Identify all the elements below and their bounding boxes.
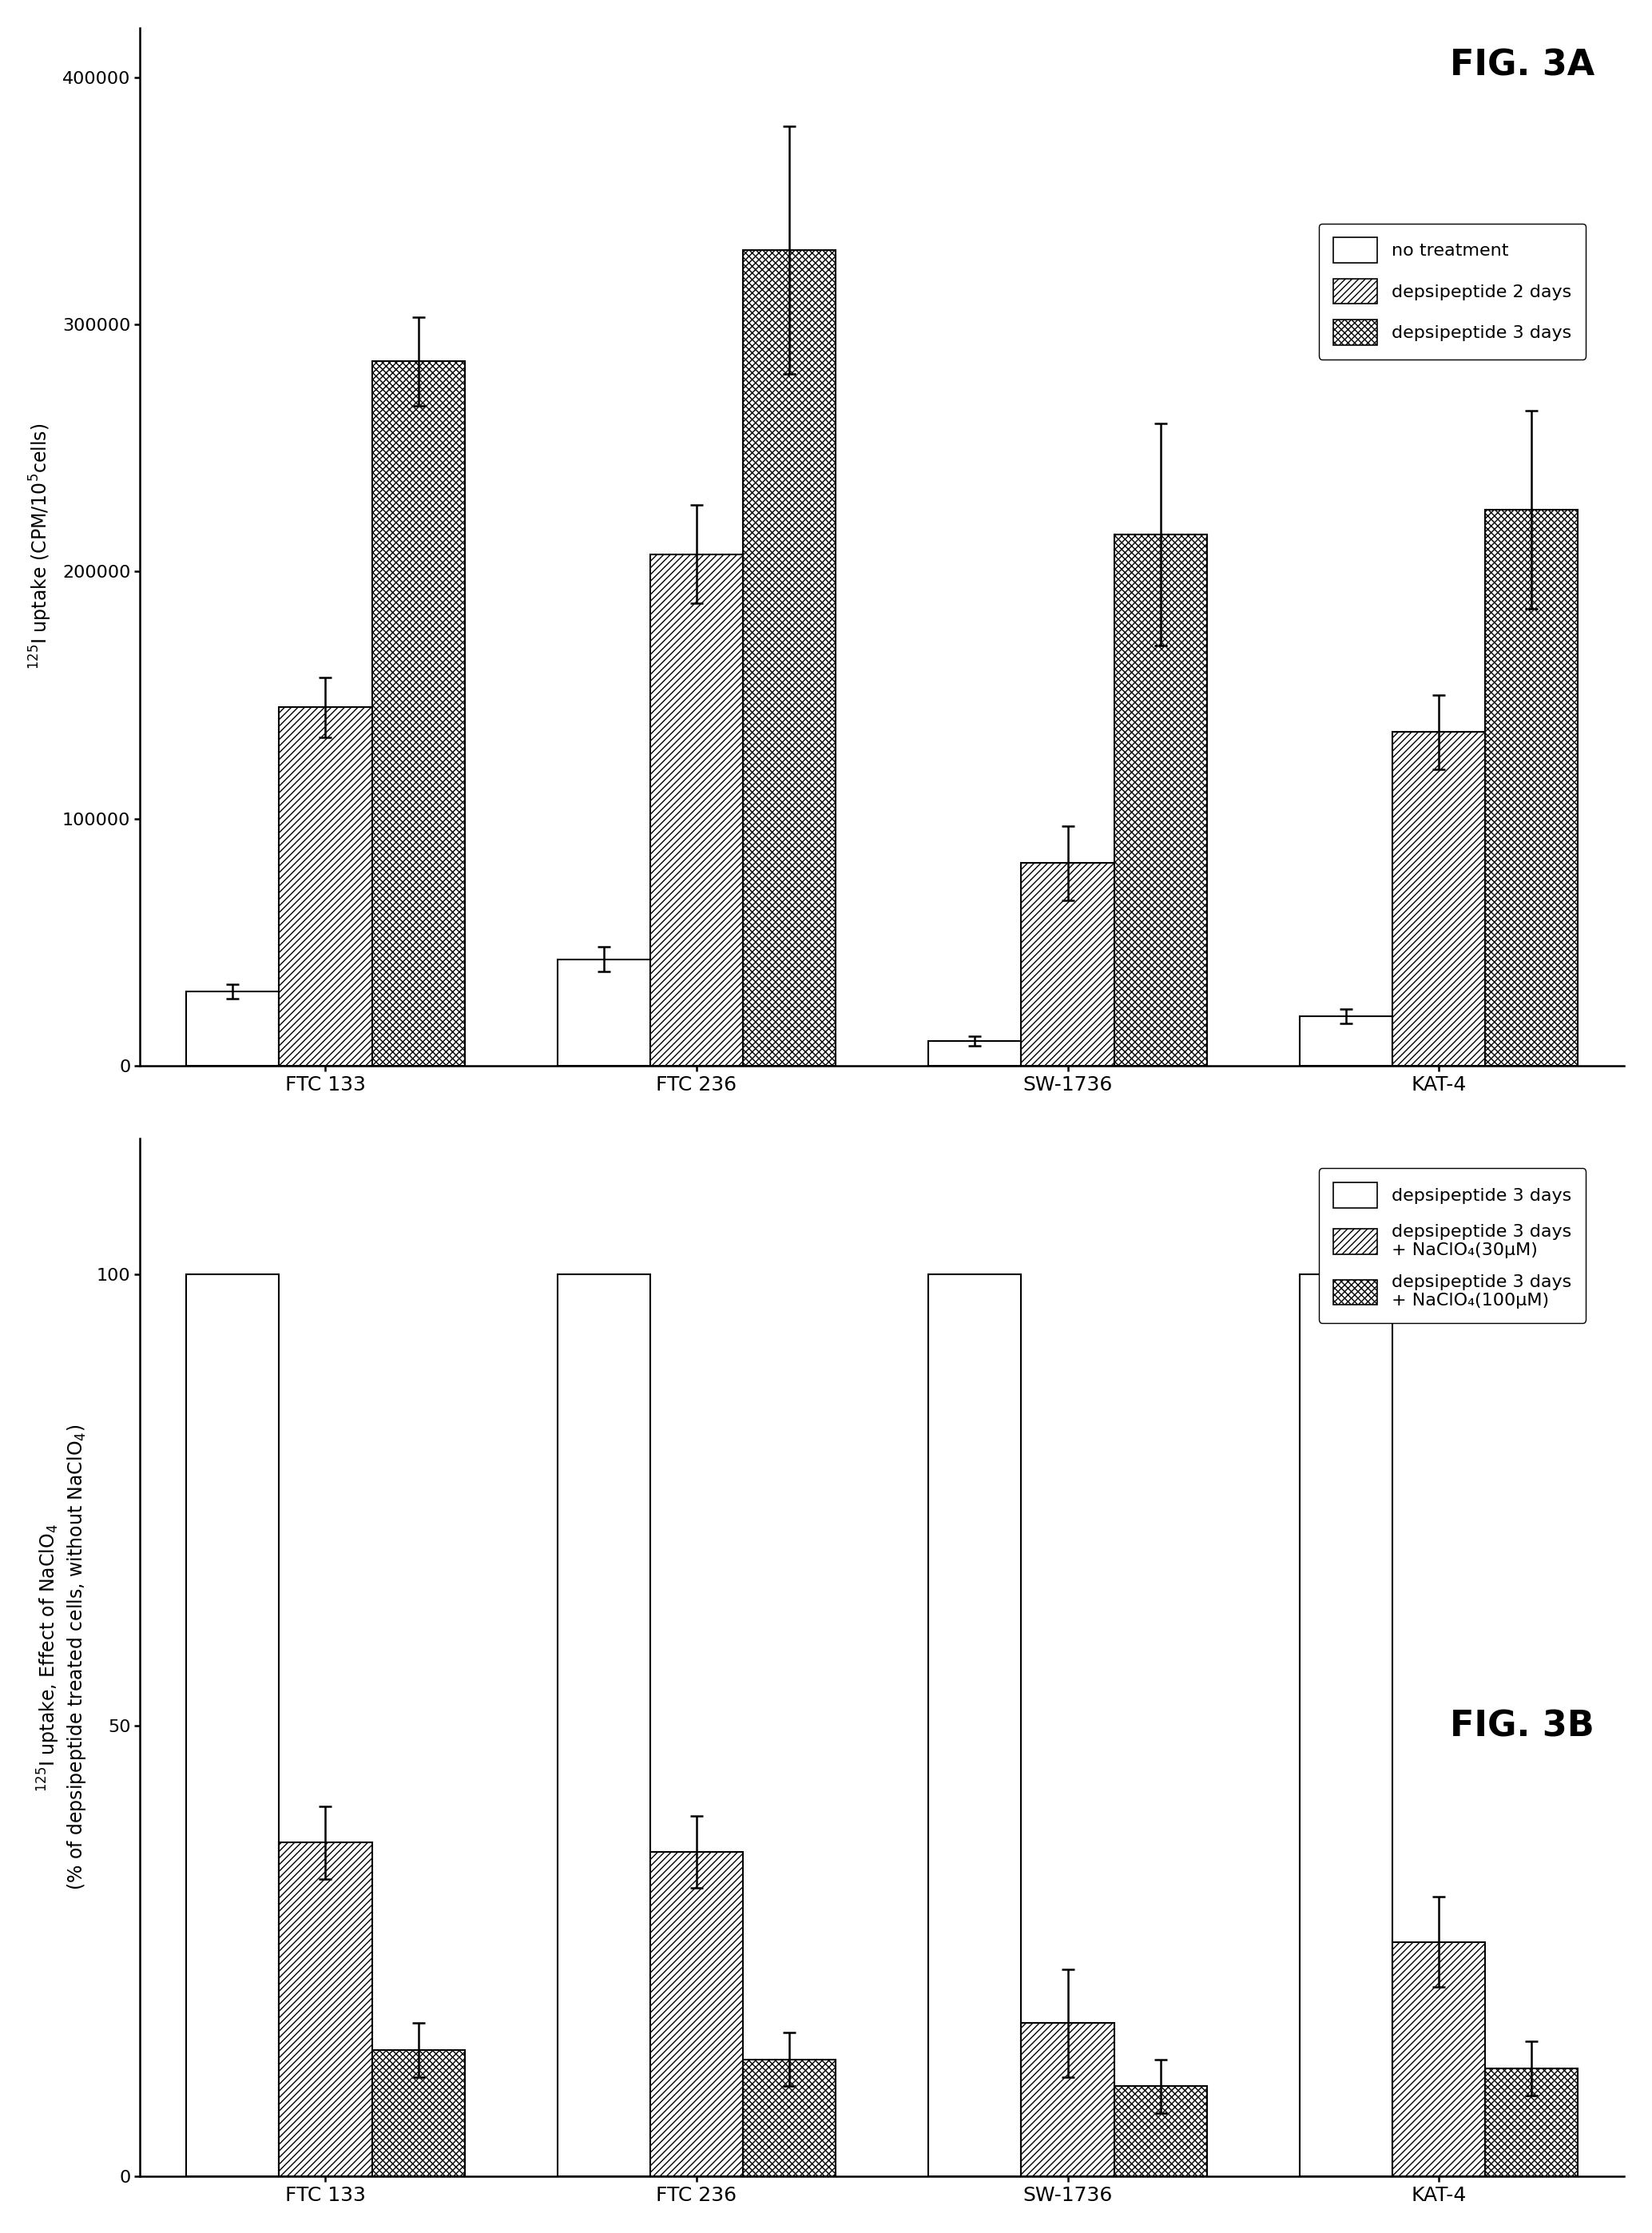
Bar [1485, 509, 1578, 1065]
Bar [1113, 2086, 1208, 2177]
Bar [1393, 732, 1485, 1065]
Bar [743, 250, 836, 1065]
Bar [557, 960, 651, 1065]
Bar [372, 362, 464, 1065]
Text: FIG. 3B: FIG. 3B [1450, 1710, 1594, 1744]
Bar [928, 1275, 1021, 2177]
Bar [1021, 2023, 1113, 2177]
Bar [187, 991, 279, 1065]
Bar [651, 1851, 743, 2177]
Bar [372, 2050, 464, 2177]
Text: FIG. 3A: FIG. 3A [1450, 49, 1594, 83]
Bar [279, 708, 372, 1065]
Bar [557, 1275, 651, 2177]
Bar [279, 1842, 372, 2177]
Bar [743, 2059, 836, 2177]
Y-axis label: $^{125}$I uptake (CPM/10$^{5}$cells): $^{125}$I uptake (CPM/10$^{5}$cells) [28, 424, 53, 670]
Legend: no treatment, depsipeptide 2 days, depsipeptide 3 days: no treatment, depsipeptide 2 days, depsi… [1318, 223, 1586, 360]
Y-axis label: $^{125}$I uptake, Effect of NaClO$_4$
(% of depsipeptide treated cells, without : $^{125}$I uptake, Effect of NaClO$_4$ (%… [36, 1425, 88, 1891]
Legend: depsipeptide 3 days, depsipeptide 3 days
+ NaClO₄(30μM), depsipeptide 3 days
+ N: depsipeptide 3 days, depsipeptide 3 days… [1318, 1168, 1586, 1322]
Bar [187, 1275, 279, 2177]
Bar [1021, 862, 1113, 1065]
Bar [1300, 1275, 1393, 2177]
Bar [1485, 2068, 1578, 2177]
Bar [1393, 1943, 1485, 2177]
Bar [928, 1041, 1021, 1065]
Bar [1113, 534, 1208, 1065]
Bar [651, 554, 743, 1065]
Bar [1300, 1016, 1393, 1065]
